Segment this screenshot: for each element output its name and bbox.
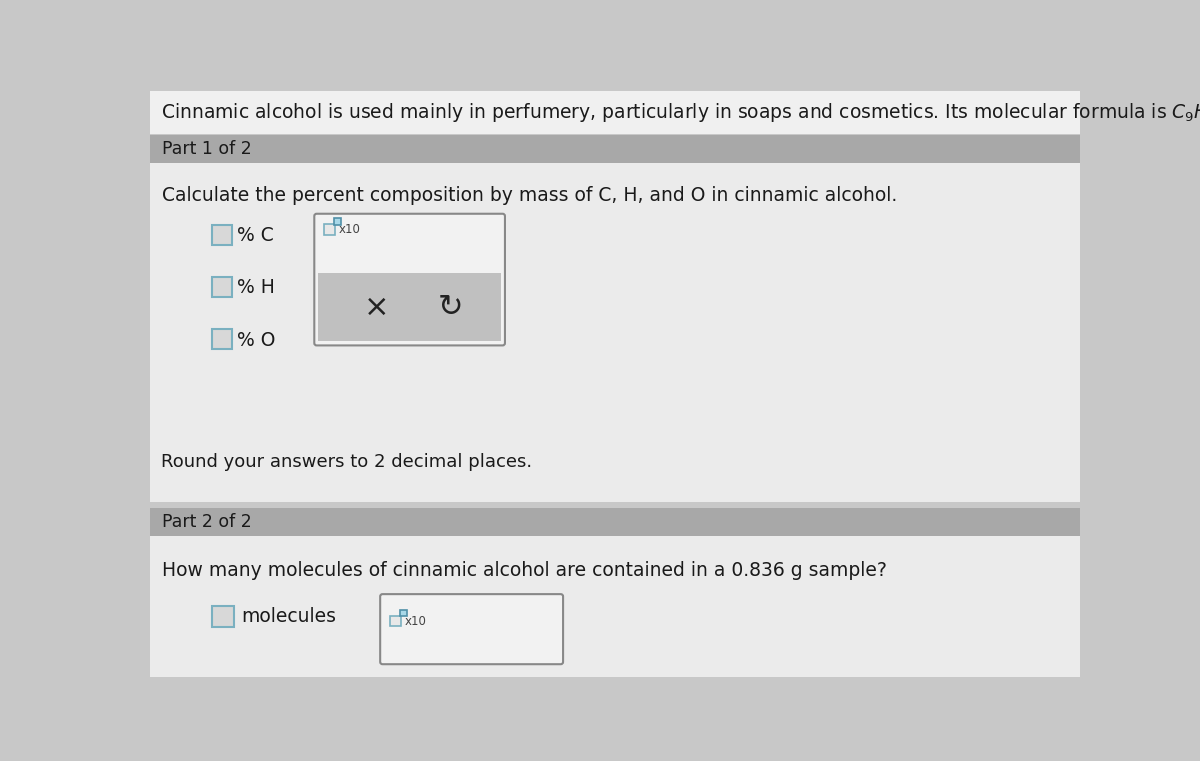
FancyBboxPatch shape	[314, 214, 505, 345]
Bar	[390, 616, 401, 626]
Text: % O: % O	[236, 330, 275, 349]
Text: Calculate the percent composition by mass of C, H, and O in cinnamic alcohol.: Calculate the percent composition by mas…	[162, 186, 898, 205]
Bar	[150, 501, 1080, 508]
Text: % H: % H	[236, 279, 275, 297]
Bar	[150, 536, 1080, 677]
Bar	[212, 224, 232, 244]
Text: Round your answers to 2 decimal places.: Round your answers to 2 decimal places.	[161, 453, 532, 471]
Text: molecules: molecules	[241, 607, 336, 626]
FancyBboxPatch shape	[380, 594, 563, 664]
Bar	[324, 224, 335, 234]
Text: % C: % C	[236, 226, 274, 245]
Bar	[212, 330, 232, 349]
Text: ×: ×	[364, 292, 389, 321]
Bar	[150, 91, 1080, 134]
Bar	[212, 606, 234, 627]
Bar	[212, 277, 232, 297]
Text: x10: x10	[404, 615, 426, 628]
Bar	[401, 610, 407, 616]
Text: Part 1 of 2: Part 1 of 2	[162, 140, 252, 158]
Bar	[335, 218, 342, 224]
Bar	[150, 508, 1080, 536]
Bar	[150, 163, 1080, 501]
Text: x10: x10	[338, 223, 360, 236]
Text: Part 2 of 2: Part 2 of 2	[162, 513, 252, 530]
Text: How many molecules of cinnamic alcohol are contained in a 0.836 g sample?: How many molecules of cinnamic alcohol a…	[162, 561, 887, 580]
Bar	[318, 273, 502, 341]
Text: ↻: ↻	[438, 292, 463, 321]
Text: Cinnamic alcohol is used mainly in perfumery, particularly in soaps and cosmetic: Cinnamic alcohol is used mainly in perfu…	[161, 101, 1200, 124]
Bar	[150, 135, 1080, 163]
